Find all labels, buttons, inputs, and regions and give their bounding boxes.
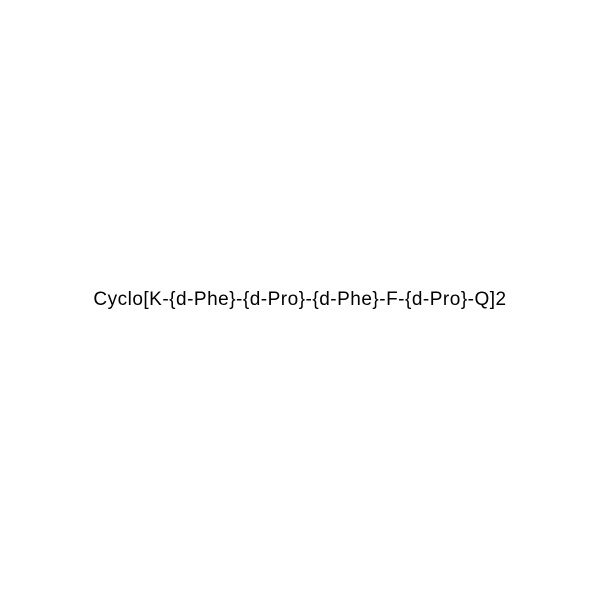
chemical-formula-text: Cyclo[K-{d-Phe}-{d-Pro}-{d-Phe}-F-{d-Pro… [93, 289, 506, 311]
